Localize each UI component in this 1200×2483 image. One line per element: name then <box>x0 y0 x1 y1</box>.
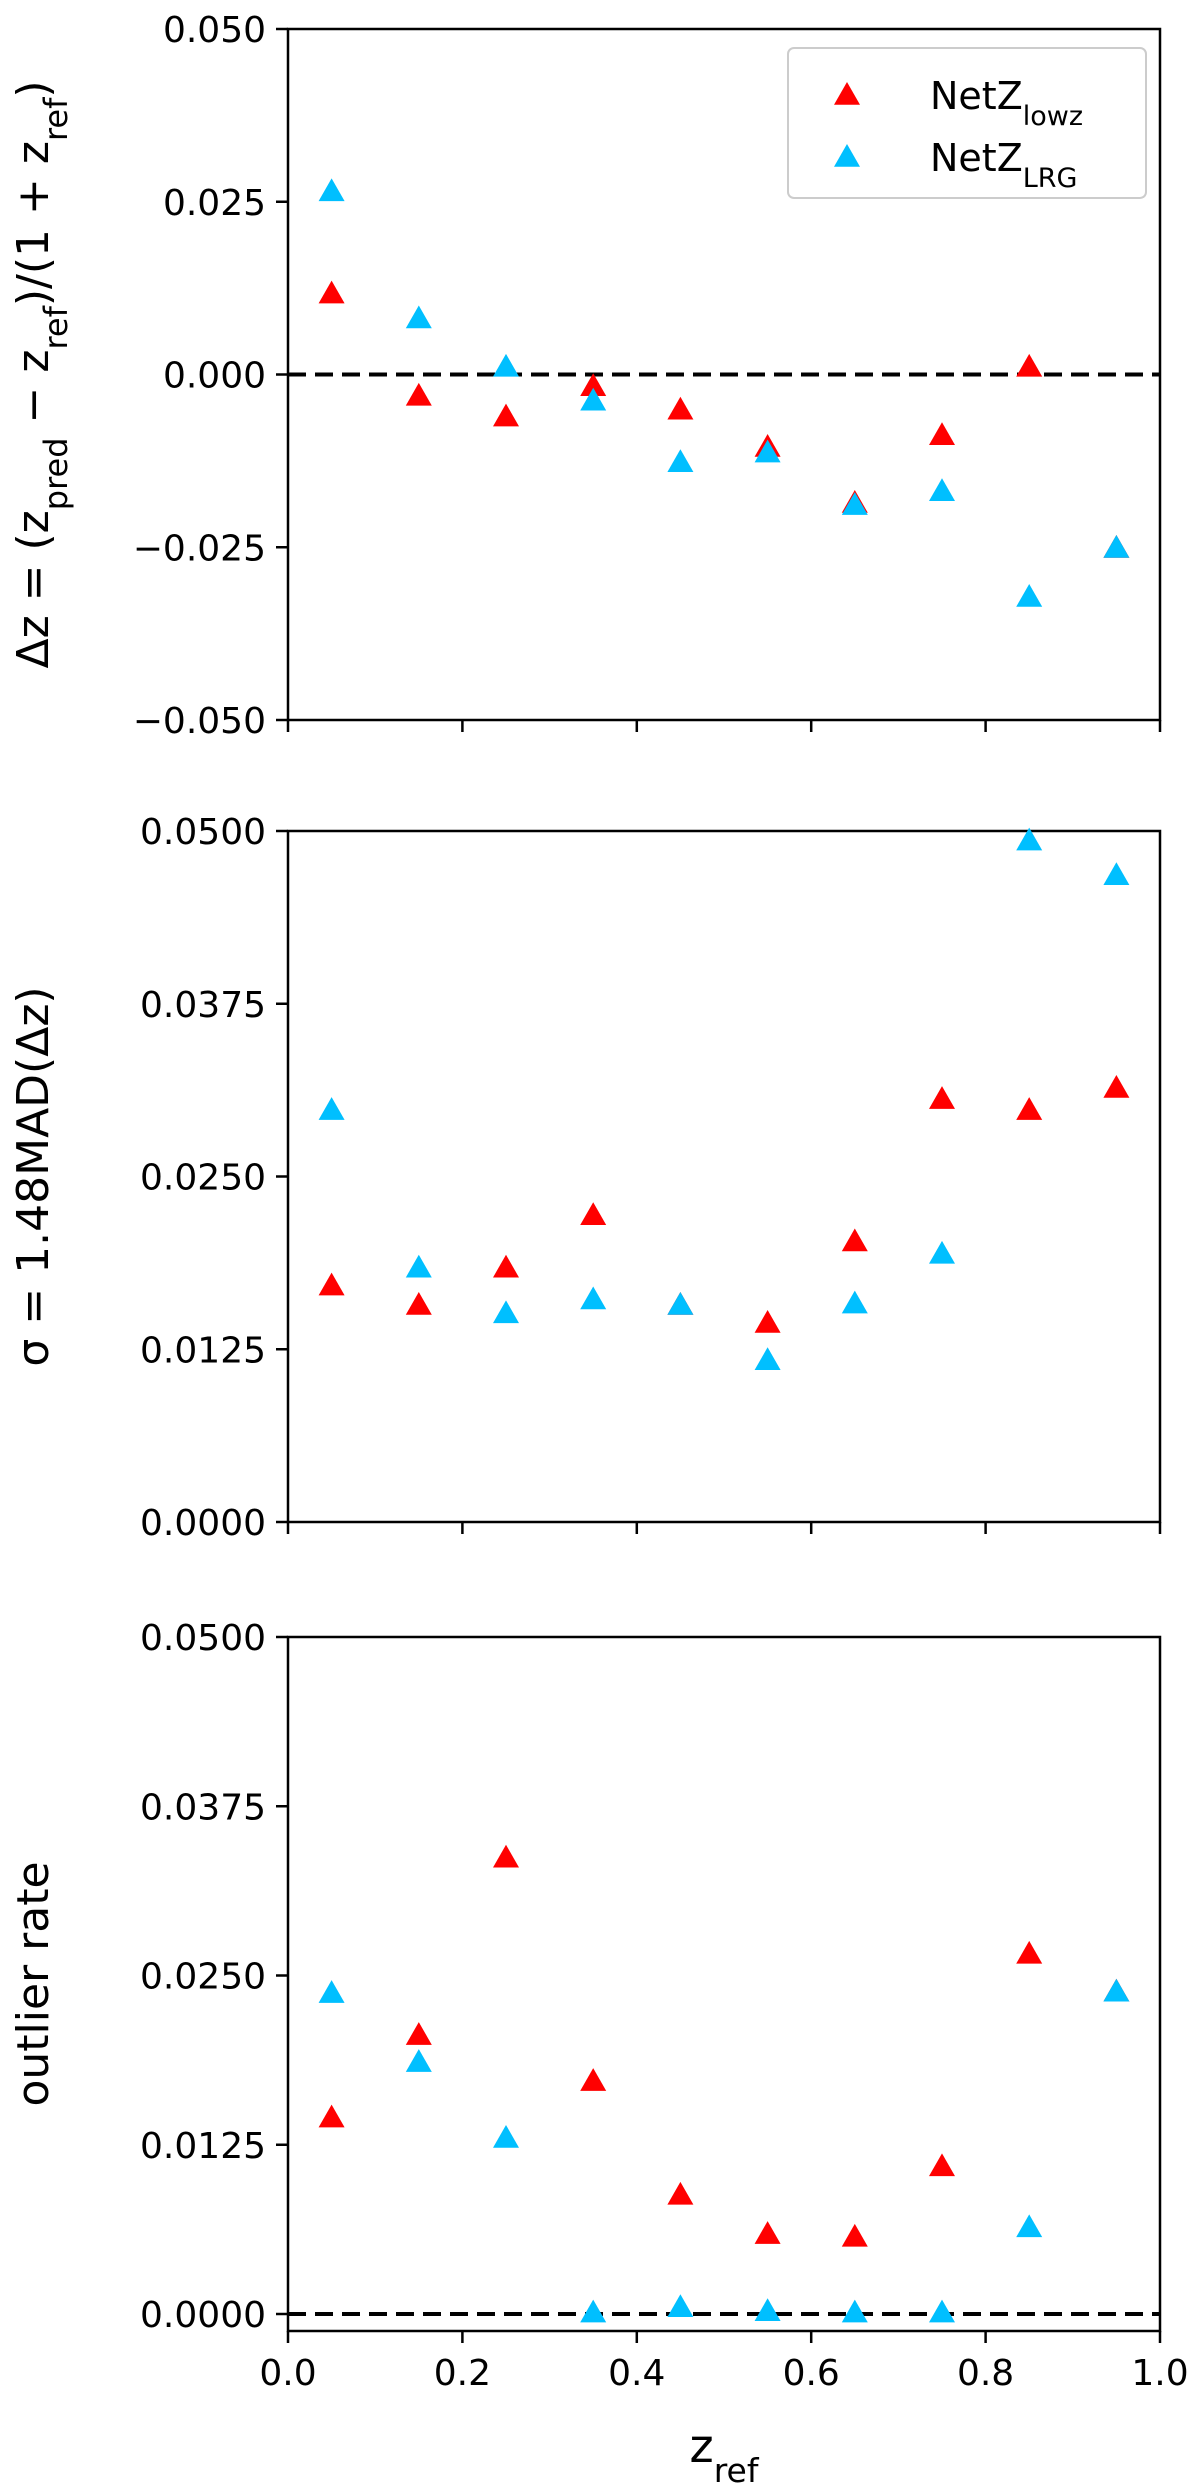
y-tick-label: 0.0375 <box>140 1787 266 1828</box>
y-tick-label: 0.0250 <box>140 1957 266 1998</box>
y-tick-label: 0.0375 <box>140 985 266 1026</box>
marker-lowz <box>667 2181 694 2205</box>
marker-lrg <box>580 2299 607 2323</box>
marker-lrg <box>580 1286 607 1310</box>
marker-lrg <box>405 305 432 329</box>
marker-lowz <box>318 2104 345 2128</box>
x-tick-label: 0.0 <box>259 2353 316 2394</box>
marker-lowz <box>667 396 694 420</box>
y-tick-label: 0.025 <box>163 183 266 224</box>
marker-lrg <box>667 2294 694 2317</box>
x-tick-label: 0.2 <box>434 2353 491 2394</box>
marker-lrg <box>841 1290 868 1314</box>
panel-2: 0.0500 0.0375 0.0250 0.0125 0.0000 σ = 1.48MA… <box>8 812 1162 1544</box>
marker-lrg <box>929 2299 955 2323</box>
y-tick-label: 0.0500 <box>140 1618 266 1659</box>
marker-lrg <box>580 387 607 411</box>
y-tick-label: 0.0125 <box>140 1330 266 1371</box>
marker-lrg <box>318 1097 345 1120</box>
y-tick-label: −0.025 <box>133 528 266 569</box>
y-axis-label: Δz = (zpred − zref)/(1 + zref) <box>8 80 75 668</box>
marker-lowz <box>405 1292 432 1315</box>
marker-lowz <box>929 2153 955 2177</box>
y-tick-label: 0.050 <box>163 10 266 51</box>
marker-lrg <box>754 1347 781 1371</box>
marker-lowz <box>493 403 519 427</box>
marker-lrg <box>493 2124 519 2148</box>
marker-lrg <box>405 1254 432 1278</box>
y-axis-label: σ = 1.48MAD(Δz) <box>8 986 59 1366</box>
y-axis-label: outlier rate <box>8 1861 59 2106</box>
legend-marker-lrg <box>834 144 860 167</box>
panel-1: 0.050 0.025 0.000 −0.025 −0.050 Δz = (zpred −… <box>8 10 1162 742</box>
panel-3: 0.0500 0.0375 0.0250 0.0125 0.0000 0.0 0.2 0.4 0… <box>8 1618 1189 2483</box>
marker-lrg <box>841 492 868 515</box>
marker-lrg <box>1103 1978 1130 2002</box>
marker-lowz <box>929 1086 955 1109</box>
marker-lowz <box>405 2022 432 2045</box>
x-tick-label: 0.8 <box>957 2353 1014 2394</box>
marker-lowz <box>318 280 345 304</box>
marker-lowz <box>929 422 955 446</box>
plot-frame <box>286 1635 1162 2333</box>
legend-box <box>787 47 1147 199</box>
marker-lowz <box>580 373 607 396</box>
marker-lowz <box>493 1254 519 1278</box>
marker-lowz <box>493 1844 519 1868</box>
marker-lrg <box>929 1240 955 1264</box>
marker-lrg <box>841 2299 868 2323</box>
y-tick-label: 0.0250 <box>140 1158 266 1199</box>
marker-lowz <box>318 1272 345 1296</box>
marker-lrg <box>493 353 519 377</box>
marker-lowz <box>1103 1075 1130 1098</box>
marker-lowz <box>1016 1097 1043 1120</box>
marker-lrg <box>1103 534 1130 558</box>
x-axis-label: zref <box>690 2419 760 2483</box>
marker-lowz <box>841 1228 868 1252</box>
y-tick-label: 0.0000 <box>140 1503 266 1544</box>
marker-lrg <box>1103 862 1130 885</box>
marker-lrg <box>754 2298 781 2322</box>
y-tick-label: 0.0125 <box>140 2126 266 2167</box>
marker-lrg <box>1016 584 1043 607</box>
marker-lowz <box>1016 1940 1043 1964</box>
marker-lrg <box>1016 827 1043 851</box>
marker-lrg <box>667 449 694 473</box>
marker-lrg <box>318 1980 345 2003</box>
x-tick-label: 0.6 <box>783 2353 840 2394</box>
marker-lrg <box>405 2049 432 2072</box>
marker-lowz <box>754 2221 781 2244</box>
plot-frame <box>286 829 1162 1524</box>
marker-lrg <box>667 1292 694 1315</box>
marker-lrg <box>318 178 345 202</box>
marker-lrg <box>493 1300 519 1324</box>
y-tick-label: −0.050 <box>133 701 266 742</box>
marker-lowz <box>580 2068 607 2091</box>
marker-lrg <box>1016 2214 1043 2238</box>
marker-lowz <box>580 1202 607 1225</box>
marker-lrg <box>929 478 955 502</box>
legend-label-lowz: NetZlowz <box>930 74 1083 132</box>
marker-lrg <box>754 439 781 463</box>
marker-lowz <box>1016 353 1043 377</box>
legend-marker-lowz <box>834 82 860 105</box>
marker-lowz <box>405 382 432 406</box>
marker-lowz <box>754 1309 781 1333</box>
y-tick-label: 0.0500 <box>140 812 266 853</box>
y-tick-label: 0.0000 <box>140 2295 266 2336</box>
marker-lowz <box>841 2223 868 2247</box>
legend-label-lrg: NetZLRG <box>930 136 1077 194</box>
y-tick-label: 0.000 <box>163 356 266 397</box>
x-tick-label: 1.0 <box>1131 2353 1188 2394</box>
x-tick-label: 0.4 <box>608 2353 665 2394</box>
